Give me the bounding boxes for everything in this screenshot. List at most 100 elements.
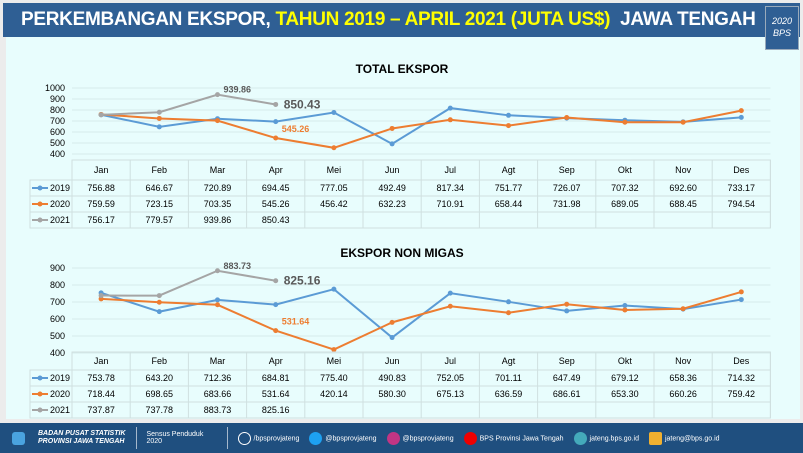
table-cell: 646.67 (146, 183, 174, 193)
table-cell: 720.89 (204, 183, 232, 193)
data-point-2020 (622, 119, 628, 125)
facebook-handle: /bpsprovjateng (253, 434, 300, 442)
table-cell: 531.64 (262, 389, 290, 399)
table-cell: 632.23 (378, 199, 406, 209)
youtube-channel: BPS Provinsi Jawa Tengah (479, 434, 564, 442)
instagram-icon (386, 431, 400, 445)
data-point-2019 (273, 119, 279, 125)
data-point-2020 (447, 117, 453, 123)
data-point-2021 (98, 112, 104, 118)
email-link[interactable]: jateng@bps.go.id (648, 431, 720, 445)
data-point-2020 (273, 135, 279, 141)
table-cell: 775.40 (320, 373, 348, 383)
data-point-2020 (331, 347, 337, 353)
table-cell: 679.12 (611, 373, 639, 383)
month-header: Jan (94, 356, 109, 366)
table-cell: 643.20 (146, 373, 174, 383)
legend-marker-2020 (37, 391, 43, 397)
facebook-icon (237, 431, 251, 445)
month-header: Jun (385, 165, 400, 175)
legend-label: 2020 (50, 389, 70, 399)
month-header: Des (733, 165, 750, 175)
table-cell: 456.42 (320, 199, 348, 209)
table-cell: 698.65 (146, 389, 174, 399)
title-part-1: PERKEMBANGAN EKSPOR, (21, 9, 276, 30)
table-cell: 701.11 (495, 373, 522, 383)
y-tick-label: 1000 (45, 83, 65, 93)
table-cell: 756.17 (87, 215, 115, 225)
month-header: Sep (559, 165, 575, 175)
table-cell: 490.83 (378, 373, 406, 383)
org-line-2: PROVINSI JAWA TENGAH (38, 438, 125, 445)
table-cell: 737.87 (87, 405, 115, 415)
month-header: Okt (618, 165, 633, 175)
footer: BADAN PUSAT STATISTIK PROVINSI JAWA TENGA… (0, 423, 803, 453)
table-cell: 718.44 (87, 389, 115, 399)
data-point-2019 (389, 141, 395, 147)
email-address: jateng@bps.go.id (664, 434, 720, 442)
y-tick-label: 600 (50, 314, 65, 324)
data-point-2020 (506, 123, 511, 129)
instagram-handle: @bpsprovjateng (402, 434, 454, 442)
month-header: Mei (327, 165, 342, 175)
legend-label: 2020 (50, 199, 70, 209)
data-point-2020 (738, 108, 744, 114)
facebook-link[interactable]: /bpsprovjateng (237, 431, 300, 445)
table-cell: 694.45 (262, 183, 290, 193)
month-header: Jan (94, 165, 109, 175)
legend-marker-2020 (37, 201, 43, 207)
table-cell: 794.54 (728, 199, 756, 209)
legend-marker-2021 (37, 407, 43, 413)
website-link[interactable]: jateng.bps.go.id (573, 431, 639, 445)
y-tick-label: 700 (50, 116, 65, 126)
table-cell: 689.05 (611, 199, 639, 209)
table-cell: 714.32 (728, 373, 756, 383)
table-cell: 703.35 (204, 199, 232, 209)
data-point-2019 (331, 110, 337, 116)
legend-marker-2019 (37, 375, 43, 381)
data-point-2019 (738, 114, 744, 120)
y-tick-label: 900 (50, 94, 65, 104)
data-point-2019 (447, 290, 453, 296)
data-point-2021 (156, 109, 162, 115)
table-cell: 731.98 (553, 199, 581, 209)
data-point-2019 (156, 124, 162, 130)
table-cell: 684.81 (262, 373, 290, 383)
table-cell: 752.05 (437, 373, 465, 383)
website-url: jateng.bps.go.id (589, 434, 639, 442)
month-header: Agt (502, 356, 516, 366)
y-tick-label: 500 (50, 331, 65, 341)
youtube-link[interactable]: BPS Provinsi Jawa Tengah (463, 431, 564, 445)
table-cell: 850.43 (262, 215, 290, 225)
data-point-2019 (156, 309, 162, 315)
table-cell: 420.14 (320, 389, 348, 399)
series-line-2020 (101, 109, 742, 149)
data-label: 545.26 (282, 124, 310, 134)
globe-icon (573, 431, 587, 445)
data-point-2020 (156, 115, 162, 121)
month-header: Mar (210, 165, 226, 175)
twitter-link[interactable]: @bpsprovjateng (309, 431, 377, 445)
data-point-2020 (215, 302, 220, 308)
twitter-handle: @bpsprovjateng (325, 434, 377, 442)
table-cell: 756.88 (87, 183, 115, 193)
data-point-2020 (622, 307, 628, 313)
month-header: Nov (675, 165, 692, 175)
data-point-2020 (273, 328, 279, 334)
month-header: Agt (502, 165, 516, 175)
table-cell: 753.78 (87, 373, 115, 383)
month-header: Feb (152, 356, 168, 366)
series-line-2020 (101, 290, 742, 351)
legend-marker-2021 (37, 217, 43, 223)
twitter-icon (309, 431, 323, 445)
instagram-link[interactable]: @bpsprovjateng (386, 431, 454, 445)
data-point-2019 (215, 297, 220, 303)
table-cell: 658.36 (669, 373, 697, 383)
legend-label: 2019 (50, 183, 70, 193)
anniversary-logo: 2020 BPS (765, 6, 799, 50)
table-cell: 817.34 (437, 183, 465, 193)
table-cell: 658.44 (495, 199, 523, 209)
logo-text: 2020 BPS (771, 16, 793, 38)
table-cell: 883.73 (204, 405, 232, 415)
org-line-1: BADAN PUSAT STATISTIK (38, 430, 126, 437)
